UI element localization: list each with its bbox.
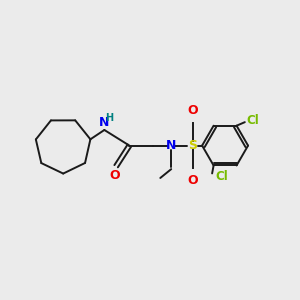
Text: O: O — [188, 104, 198, 117]
Text: H: H — [106, 113, 114, 124]
Text: O: O — [188, 174, 198, 188]
Text: Cl: Cl — [246, 115, 259, 128]
Text: N: N — [99, 116, 109, 129]
Text: S: S — [188, 139, 197, 152]
Text: O: O — [110, 169, 120, 182]
Text: N: N — [166, 139, 176, 152]
Text: Cl: Cl — [215, 170, 228, 183]
